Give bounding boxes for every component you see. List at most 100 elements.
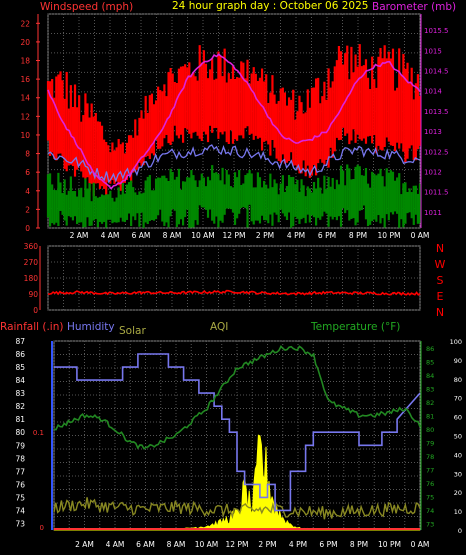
humidity-tick-label: 73 [15,519,25,528]
top-x-tick-label: 8 AM [163,231,182,240]
humidity-tick-label: 84 [15,376,25,385]
humidity-tick-label: 77 [15,467,25,476]
direction-letter: E [437,290,444,303]
bottom-x-tick-label: 0 AM [411,540,430,549]
temperature-tick-label: 85 [426,358,434,366]
windspeed-tick-label: 18 [20,57,30,66]
aqi-line [53,497,421,520]
wind-direction-line [48,289,421,296]
aqi-tick-label: 20 [454,489,462,497]
humidity-tick-label: 75 [15,493,25,502]
aqi-tick-label: 90 [454,357,462,365]
humidity-tick-label: 80 [15,428,25,437]
windspeed-tick-label: 16 [20,75,30,84]
humidity-tick-label: 79 [15,441,25,450]
direction-letter: W [435,258,446,271]
humidity-line [54,353,421,512]
humidity-tick-label: 78 [15,454,25,463]
direction-tick-label: 360 [24,242,39,251]
direction-tick-label: 0 [33,306,38,315]
top-x-tick-label: 6 PM [318,231,336,240]
windspeed-tick-label: 2 [25,205,30,214]
bottom-x-tick-label: 12 PM [226,540,249,549]
bottom-x-tick-label: 8 AM [167,540,186,549]
direction-tick-label: 90 [28,290,38,299]
windspeed-tick-label: 10 [20,131,30,140]
rainfall-tick-label: 0.1 [33,429,44,437]
top-x-tick-label: 0 AM [411,231,430,240]
bottom-x-tick-label: 10 AM [195,540,219,549]
barometer-tick-label: 1013 [424,128,442,136]
temperature-tick-label: 83 [426,385,434,393]
aqi-tick-label: 60 [454,414,462,422]
bottom-x-tick-label: 2 AM [75,540,94,549]
humidity-tick-label: 85 [15,363,25,372]
bottom-x-tick-label: 10 PM [378,540,401,549]
windspeed-tick-label: 12 [20,112,30,121]
temperature-line [53,345,421,450]
windspeed-axis-label: Windspeed (mph) [40,1,133,13]
barometer-axis-label: Barometer (mb) [372,1,456,13]
top-x-tick-label: 4 AM [101,231,120,240]
humidity-tick-label: 83 [15,389,25,398]
temperature-tick-label: 79 [426,439,434,447]
temperature-axis-label: Temperature (°F) [310,321,400,333]
top-x-tick-label: 8 PM [349,231,367,240]
humidity-tick-label: 74 [15,506,25,515]
rainfall-axis-label: Rainfall (.in) [0,321,63,333]
top-chart: 024681012141618202210111011.510121012.51… [20,13,449,240]
average-wind-line [47,144,421,184]
humidity-axis-label: Humidity [67,321,115,333]
humidity-tick-label: 76 [15,480,25,489]
direction-letter: N [436,306,444,319]
bottom-x-tick-label: 4 PM [289,540,307,549]
windspeed-tick-label: 22 [20,19,30,28]
bottom-x-tick-label: 6 AM [136,540,155,549]
barometer-line [47,53,421,190]
barometer-tick-label: 1013.5 [424,108,449,116]
temperature-tick-label: 77 [426,466,434,474]
aqi-tick-label: 0 [458,527,462,535]
top-x-tick-label: 12 PM [223,231,246,240]
top-chart-title: 24 hour graph day : October 06 2025 [172,0,368,12]
temperature-tick-label: 76 [426,480,434,488]
top-x-tick-label: 4 PM [287,231,305,240]
aqi-tick-label: 80 [454,376,462,384]
temperature-tick-label: 78 [426,453,434,461]
top-x-tick-label: 2 AM [70,231,89,240]
direction-tick-label: 270 [24,258,39,267]
bottom-x-tick-label: 8 PM [350,540,368,549]
barometer-tick-label: 1015.5 [424,27,449,35]
aqi-tick-label: 50 [454,433,462,441]
barometer-tick-label: 1012.5 [424,148,449,156]
top-x-tick-label: 10 PM [378,231,401,240]
humidity-tick-label: 81 [15,415,25,424]
solar-axis-label: Solar [119,325,146,337]
rainfall-tick-label: 0 [40,524,44,532]
temperature-tick-label: 74 [426,507,434,515]
windspeed-tick-label: 20 [20,38,30,47]
top-x-tick-label: 6 AM [132,231,151,240]
aqi-tick-label: 10 [454,508,462,516]
windspeed-tick-label: 4 [25,187,30,196]
aqi-axis-label: AQI [210,321,228,333]
temperature-tick-label: 75 [426,493,434,501]
direction-tick-label: 180 [24,274,39,283]
barometer-tick-label: 1014.5 [424,68,449,76]
temperature-tick-label: 82 [426,399,434,407]
windspeed-tick-label: 8 [25,150,30,159]
windspeed-tick-label: 6 [25,168,30,177]
temperature-tick-label: 80 [426,426,434,434]
humidity-tick-label: 86 [15,350,25,359]
direction-letter: N [436,242,444,255]
temperature-tick-label: 86 [426,345,434,353]
windspeed-tick-label: 14 [20,94,30,103]
bottom-x-tick-label: 2 PM [258,540,276,549]
aqi-tick-label: 100 [450,338,462,346]
bottom-x-tick-label: 6 PM [319,540,337,549]
humidity-tick-label: 82 [15,402,25,411]
barometer-tick-label: 1012 [424,168,442,176]
